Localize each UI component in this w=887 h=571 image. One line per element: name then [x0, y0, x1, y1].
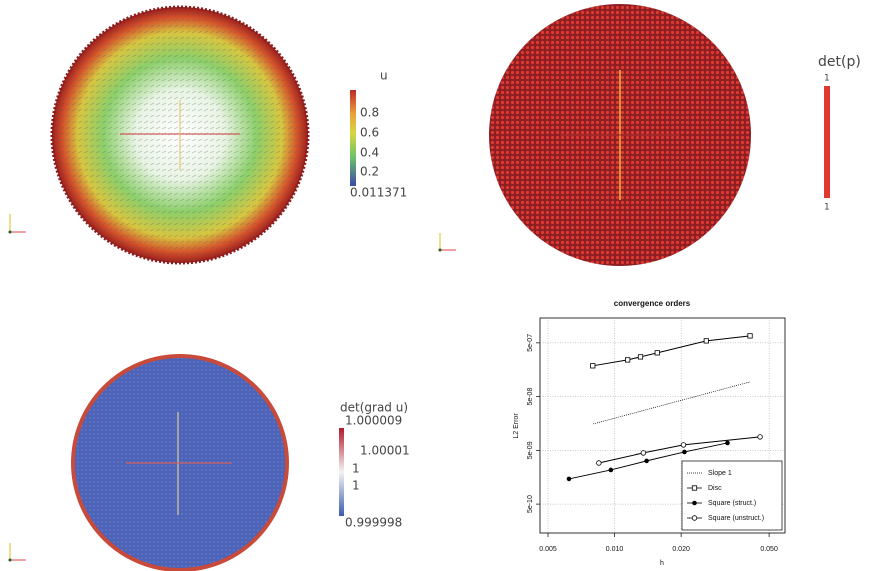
colorbar-tick: 1 — [824, 203, 830, 213]
colorbar-tick: 1.00001 — [360, 444, 410, 458]
colorbar-title: det(grad u) — [340, 401, 408, 415]
x-axis-label: h — [660, 560, 664, 567]
y-tick-label: 5e-09 — [527, 441, 534, 459]
legend-marker — [692, 486, 696, 490]
x-tick-label: 0.020 — [672, 546, 690, 553]
legend-label: Square (struct.) — [708, 500, 756, 507]
colorbar-tick: 1 — [352, 462, 360, 476]
marker — [655, 351, 659, 355]
y-tick-label: 5e-10 — [527, 495, 534, 513]
y-tick-label: 5e-07 — [527, 334, 534, 352]
colorbar — [824, 86, 830, 198]
axes-triad — [9, 214, 27, 234]
legend-label: Disc — [708, 485, 722, 492]
colorbar-tick: 0.8 — [360, 106, 379, 120]
colorbar-tick: 1 — [352, 479, 360, 493]
axes-triad — [9, 543, 27, 562]
marker — [681, 443, 686, 448]
colorbar-tick: 0.011371 — [350, 186, 407, 200]
y-tick-label: 5e-08 — [527, 388, 534, 406]
marker — [725, 441, 730, 446]
legend-label: Square (unstruct.) — [708, 515, 764, 522]
marker — [758, 435, 763, 440]
marker — [591, 364, 595, 368]
x-tick-label: 0.050 — [760, 546, 778, 553]
colorbar-tick: 0.999998 — [345, 516, 402, 530]
figure: u 0.8 0.6 0.4 0.2 0.011371 det(p) 1 1 de… — [0, 0, 887, 571]
series-line — [593, 336, 750, 366]
marker — [682, 450, 687, 455]
x-tick-label: 0.005 — [539, 546, 557, 553]
chart-title: convergence orders — [614, 299, 691, 308]
legend-marker — [692, 516, 697, 521]
legend-label: Slope 1 — [708, 470, 732, 477]
colorbar-tick: 0.4 — [360, 146, 379, 160]
panel-det-grad-u: det(grad u) 1.000009 1.00001 1 1 0.99999… — [9, 356, 410, 570]
marker — [641, 451, 646, 456]
colorbar — [339, 428, 344, 516]
convergence-chart: convergence orders h L2 Error 0.005 0.010… — [513, 299, 785, 567]
marker — [748, 334, 752, 338]
axes-triad — [439, 233, 457, 252]
marker — [644, 459, 649, 464]
colorbar-tick: 0.2 — [360, 165, 379, 179]
colorbar-title: u — [380, 69, 388, 83]
marker — [567, 477, 572, 482]
marker — [625, 358, 629, 362]
marker — [609, 468, 614, 473]
series-line — [599, 437, 760, 463]
colorbar-tick: 0.6 — [360, 126, 379, 140]
y-axis-label: L2 Error — [513, 413, 520, 439]
panel-u: u 0.8 0.6 0.4 0.2 0.011371 — [9, 7, 408, 263]
colorbar-title: det(p) — [818, 54, 861, 70]
marker — [597, 461, 602, 466]
marker — [704, 339, 708, 343]
colorbar-tick: 1.000009 — [345, 414, 402, 428]
colorbar-tick: 1 — [824, 74, 830, 84]
panel-det-p: det(p) 1 1 — [439, 4, 861, 266]
marker — [638, 355, 642, 359]
colorbar — [350, 90, 356, 186]
legend-marker — [692, 501, 697, 506]
x-tick-label: 0.010 — [606, 546, 624, 553]
series-line — [593, 382, 750, 424]
legend: Slope 1 Disc Square (struct.) Square (unstr… — [682, 461, 782, 530]
